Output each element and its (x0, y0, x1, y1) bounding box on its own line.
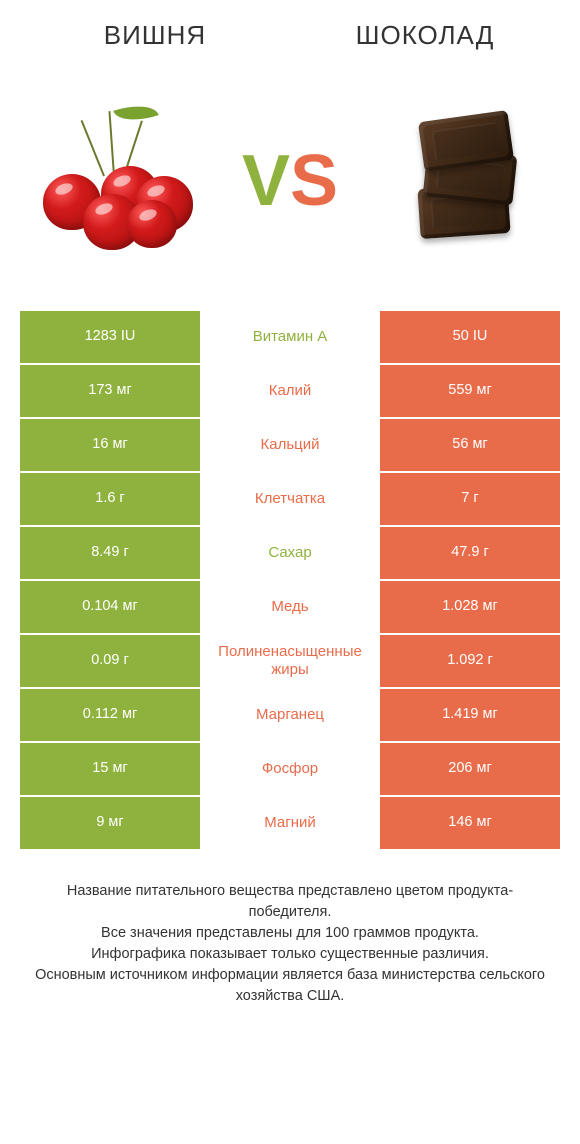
table-right-value: 56 мг (380, 419, 560, 473)
table-right-value: 559 мг (380, 365, 560, 419)
chocolate-icon (391, 96, 541, 266)
table-nutrient-label: Сахар (200, 527, 380, 581)
hero-row: VS (20, 71, 560, 291)
table-right-value: 7 г (380, 473, 560, 527)
table-left-value: 15 мг (20, 743, 200, 797)
vs-v: V (242, 141, 290, 221)
table-nutrient-label: Магний (200, 797, 380, 851)
table-right-value: 47.9 г (380, 527, 560, 581)
table-right-value: 1.028 мг (380, 581, 560, 635)
vs-s: S (290, 141, 338, 221)
footnote-text: Название питательного вещества представл… (20, 881, 560, 1007)
table-left-value: 8.49 г (20, 527, 200, 581)
table-right-value: 146 мг (380, 797, 560, 851)
left-product-title: ВИШНЯ (20, 20, 290, 51)
table-right-value: 1.092 г (380, 635, 560, 689)
table-left-value: 0.09 г (20, 635, 200, 689)
table-right-value: 50 IU (380, 311, 560, 365)
table-right-value: 1.419 мг (380, 689, 560, 743)
table-nutrient-label: Медь (200, 581, 380, 635)
left-product-image (20, 96, 209, 266)
table-nutrient-label: Полиненасыщенные жиры (200, 635, 380, 689)
table-nutrient-label: Калий (200, 365, 380, 419)
table-left-value: 0.112 мг (20, 689, 200, 743)
right-product-title: ШОКОЛАД (290, 20, 560, 51)
cherry-icon (35, 96, 195, 266)
table-nutrient-label: Витамин A (200, 311, 380, 365)
table-nutrient-label: Клетчатка (200, 473, 380, 527)
table-nutrient-label: Марганец (200, 689, 380, 743)
table-right-value: 206 мг (380, 743, 560, 797)
table-left-value: 1.6 г (20, 473, 200, 527)
table-nutrient-label: Кальций (200, 419, 380, 473)
table-left-value: 173 мг (20, 365, 200, 419)
vs-label: VS (209, 145, 371, 217)
table-left-value: 1283 IU (20, 311, 200, 365)
table-nutrient-label: Фосфор (200, 743, 380, 797)
table-left-value: 9 мг (20, 797, 200, 851)
nutrition-table: 1283 IUВитамин A50 IU 173 мгКалий559 мг 16… (20, 311, 560, 851)
right-product-image (371, 96, 560, 266)
table-left-value: 16 мг (20, 419, 200, 473)
titles-row: ВИШНЯ ШОКОЛАД (20, 20, 560, 51)
table-left-value: 0.104 мг (20, 581, 200, 635)
